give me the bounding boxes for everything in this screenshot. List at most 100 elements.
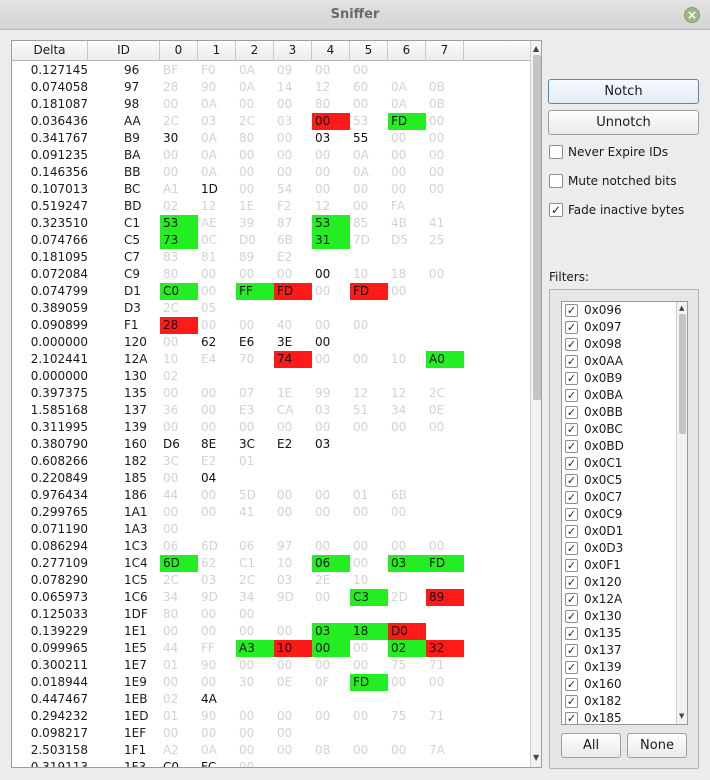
column-header[interactable]: 4 [312, 41, 350, 61]
filter-item[interactable]: ✓ 0x182 [562, 693, 687, 710]
filter-item[interactable]: ✓ 0x0B9 [562, 370, 687, 387]
table-row[interactable]: 0.036436 AA 2C 03 2C 03 00 53 FD 00 [12, 113, 530, 130]
table-row[interactable]: 0.127145 96 BF F0 0A 09 00 00 [12, 62, 530, 79]
filter-item[interactable]: ✓ 0x12A [562, 591, 687, 608]
table-row[interactable]: 0.294232 1ED 01 90 00 00 00 00 75 71 [12, 708, 530, 725]
table-row[interactable]: 0.099965 1E5 44 FF A3 10 00 00 02 32 [12, 640, 530, 657]
table-row[interactable]: 0.074799 D1 C0 00 FF FD 00 FD 00 [12, 283, 530, 300]
filter-item[interactable]: ✓ 0x098 [562, 336, 687, 353]
filter-checkbox[interactable]: ✓ [565, 542, 578, 555]
table-row[interactable]: 0.107013 BC A1 1D 00 54 00 00 00 00 [12, 181, 530, 198]
table-row[interactable]: 0.000000 130 02 [12, 368, 530, 385]
filter-checkbox[interactable]: ✓ [565, 678, 578, 691]
table-row[interactable]: 0.074058 97 28 90 0A 14 12 60 0A 0B [12, 79, 530, 96]
table-row[interactable]: 0.319113 1F3 C0 FC 00 [12, 759, 530, 767]
filter-checkbox[interactable]: ✓ [565, 695, 578, 708]
filter-item[interactable]: ✓ 0x0BA [562, 387, 687, 404]
filter-item[interactable]: ✓ 0x096 [562, 302, 687, 319]
table-row[interactable]: 0.389059 D3 2C 05 [12, 300, 530, 317]
table-row[interactable]: 0.078290 1C5 2C 03 2C 03 2E 10 [12, 572, 530, 589]
checkbox[interactable] [549, 174, 563, 188]
table-row[interactable]: 0.086294 1C3 06 6D 06 97 00 00 00 00 [12, 538, 530, 555]
filter-item[interactable]: ✓ 0x0AA [562, 353, 687, 370]
table-row[interactable]: 0.397375 135 00 00 07 1E 99 12 12 2C [12, 385, 530, 402]
table-row[interactable]: 0.091235 BA 00 0A 00 00 00 0A 00 00 [12, 147, 530, 164]
filter-checkbox[interactable]: ✓ [565, 321, 578, 334]
table-row[interactable]: 0.125033 1DF 80 00 00 [12, 606, 530, 623]
filter-checkbox[interactable]: ✓ [565, 406, 578, 419]
column-header[interactable]: 2 [236, 41, 274, 61]
filter-item[interactable]: ✓ 0x137 [562, 642, 687, 659]
filter-checkbox[interactable]: ✓ [565, 474, 578, 487]
column-header[interactable]: 3 [274, 41, 312, 61]
sniffer-table[interactable]: Delta ID 0 1 2 3 4 5 6 7 0.127145 96 BF F0 0A 09 00 00 0.… [11, 40, 542, 768]
all-button[interactable]: All [561, 733, 621, 758]
filter-checkbox[interactable]: ✓ [565, 644, 578, 657]
scroll-down-icon[interactable]: ▼ [679, 712, 685, 720]
table-row[interactable]: 0.976434 186 44 00 5D 00 00 01 6B [12, 487, 530, 504]
filter-item[interactable]: ✓ 0x097 [562, 319, 687, 336]
filter-item[interactable]: ✓ 0x185 [562, 710, 687, 725]
scroll-thumb[interactable] [679, 314, 686, 434]
column-header[interactable]: 0 [160, 41, 198, 61]
filter-checkbox[interactable]: ✓ [565, 712, 578, 725]
filter-item[interactable]: ✓ 0x120 [562, 574, 687, 591]
filter-checkbox[interactable]: ✓ [565, 389, 578, 402]
filter-checkbox[interactable]: ✓ [565, 661, 578, 674]
table-row[interactable]: 0.074766 C5 73 0C D0 6B 31 7D D5 25 [12, 232, 530, 249]
table-row[interactable]: 0.519247 BD 02 12 1E F2 12 00 FA [12, 198, 530, 215]
filter-checkbox[interactable]: ✓ [565, 627, 578, 640]
close-icon[interactable]: × [684, 7, 700, 23]
column-header[interactable]: 7 [426, 41, 464, 61]
table-row[interactable]: 0.608266 182 3C E2 01 [12, 453, 530, 470]
table-row[interactable]: 0.071190 1A3 00 [12, 521, 530, 538]
checkbox[interactable] [549, 145, 563, 159]
table-row[interactable]: 0.277109 1C4 6D 62 C1 10 06 00 03 FD [12, 555, 530, 572]
notch-button[interactable]: Notch [548, 79, 699, 104]
table-row[interactable]: 0.300211 1E7 01 90 00 00 00 00 75 71 [12, 657, 530, 674]
table-row[interactable]: 2.503158 1F1 A2 0A 00 00 08 00 00 7A [12, 742, 530, 759]
filter-item[interactable]: ✓ 0x0D3 [562, 540, 687, 557]
filter-item[interactable]: ✓ 0x0C1 [562, 455, 687, 472]
filter-item[interactable]: ✓ 0x0D1 [562, 523, 687, 540]
table-row[interactable]: 0.098217 1EF 00 00 00 00 [12, 725, 530, 742]
table-row[interactable]: 0.000000 120 00 62 E6 3E 00 [12, 334, 530, 351]
filter-item[interactable]: ✓ 0x0BB [562, 404, 687, 421]
table-row[interactable]: 0.220849 185 00 04 [12, 470, 530, 487]
unnotch-button[interactable]: Unnotch [548, 110, 699, 135]
filter-item[interactable]: ✓ 0x0C5 [562, 472, 687, 489]
table-row[interactable]: 0.181087 98 00 0A 00 00 80 00 0A 0B [12, 96, 530, 113]
filter-item[interactable]: ✓ 0x139 [562, 659, 687, 676]
filter-checkbox[interactable]: ✓ [565, 457, 578, 470]
column-header[interactable]: Delta [12, 41, 88, 61]
filter-checkbox[interactable]: ✓ [565, 593, 578, 606]
table-row[interactable]: 0.090899 F1 28 00 00 40 00 00 [12, 317, 530, 334]
table-row[interactable]: 0.139229 1E1 00 00 00 00 03 18 D0 [12, 623, 530, 640]
table-row[interactable]: 0.341767 B9 30 0A 80 00 03 55 00 00 [12, 130, 530, 147]
filter-checkbox[interactable]: ✓ [565, 559, 578, 572]
filter-item[interactable]: ✓ 0x0BD [562, 438, 687, 455]
filter-item[interactable]: ✓ 0x160 [562, 676, 687, 693]
scroll-up-icon[interactable]: ▲ [679, 304, 685, 312]
table-row[interactable]: 0.072084 C9 80 00 00 00 00 10 18 00 [12, 266, 530, 283]
filter-item[interactable]: ✓ 0x0C7 [562, 489, 687, 506]
table-row[interactable]: 0.380790 160 D6 8E 3C E2 03 [12, 436, 530, 453]
table-row[interactable]: 0.311995 139 00 00 00 00 00 00 00 00 [12, 419, 530, 436]
scroll-thumb[interactable] [533, 55, 541, 400]
filter-list[interactable]: ✓ 0x096 ✓ 0x097 ✓ 0x098 ✓ 0x0AA ✓ 0x0B9 ✓ 0x0BA ✓ 0x0… [561, 301, 688, 725]
filter-checkbox[interactable]: ✓ [565, 508, 578, 521]
column-header[interactable]: 5 [350, 41, 388, 61]
column-header[interactable]: 1 [198, 41, 236, 61]
filter-checkbox[interactable]: ✓ [565, 440, 578, 453]
table-row[interactable]: 1.585168 137 36 00 E3 CA 03 51 34 0E [12, 402, 530, 419]
table-row[interactable]: 0.181095 C7 83 81 89 E2 [12, 249, 530, 266]
table-row[interactable]: 0.323510 C1 53 AE 39 87 53 85 4B 41 [12, 215, 530, 232]
filter-checkbox[interactable]: ✓ [565, 355, 578, 368]
filter-item[interactable]: ✓ 0x0BC [562, 421, 687, 438]
filter-checkbox[interactable]: ✓ [565, 304, 578, 317]
filter-checkbox[interactable]: ✓ [565, 338, 578, 351]
table-row[interactable]: 0.018944 1E9 00 00 30 0E 0F FD 00 00 [12, 674, 530, 691]
checkbox[interactable]: ✓ [549, 203, 563, 217]
scroll-down-icon[interactable]: ▼ [533, 753, 540, 762]
filter-item[interactable]: ✓ 0x0C9 [562, 506, 687, 523]
